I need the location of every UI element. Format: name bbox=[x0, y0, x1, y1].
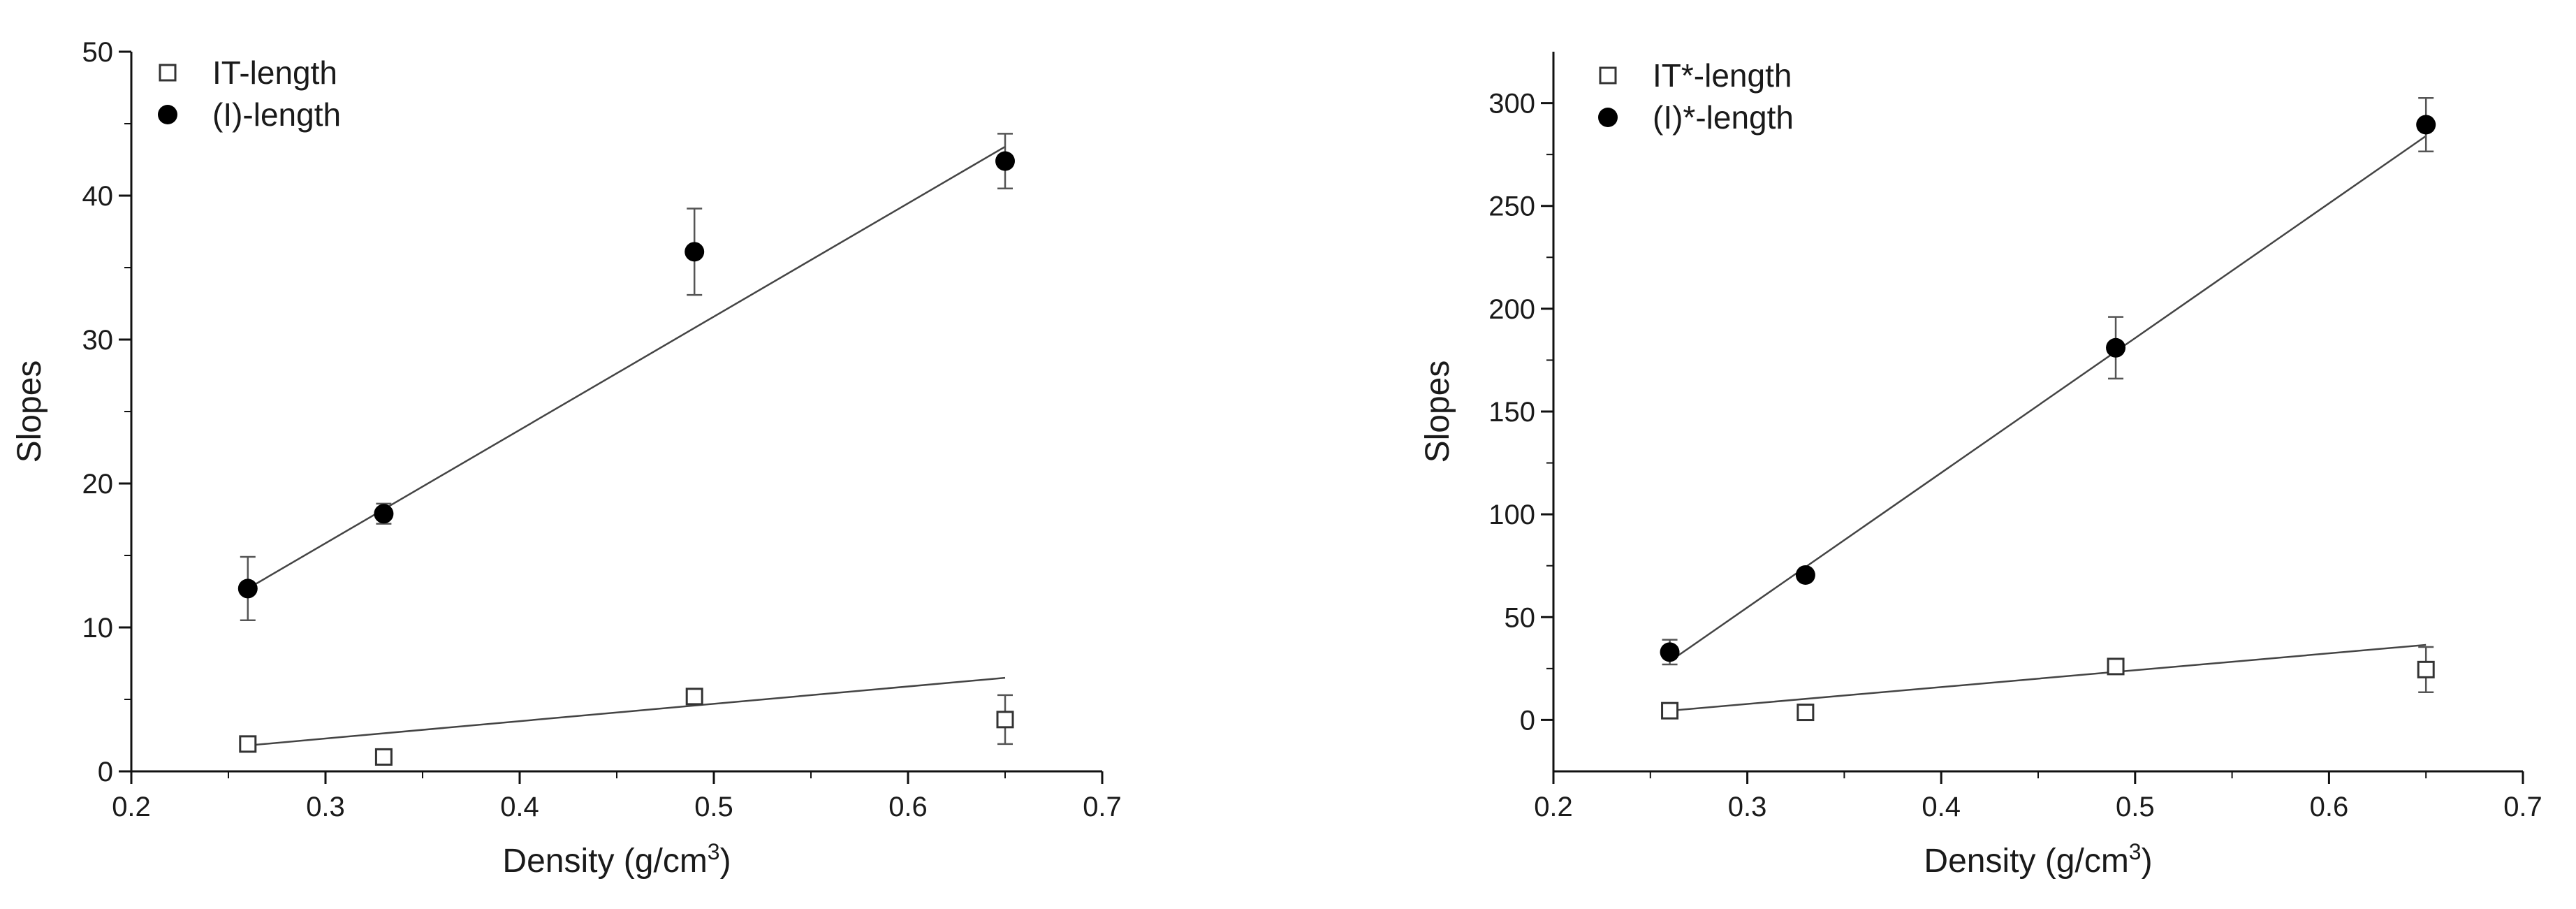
y-tick-label: 10 bbox=[82, 613, 114, 643]
chart-panel-1: 0.2 0.3 0.4 0.5 0.6 0.7 0 10 20 30 40 50 Slopes Densi… bbox=[11, 37, 1122, 880]
data-point-circle bbox=[237, 579, 258, 599]
legend-label: (I)-length bbox=[212, 96, 341, 133]
y-tick-label: 100 bbox=[1488, 500, 1535, 530]
data-point-square bbox=[1796, 704, 1815, 722]
y-tick-label: 200 bbox=[1488, 294, 1535, 325]
series-squares bbox=[1661, 643, 2435, 722]
y-tick-label: 50 bbox=[1505, 602, 1536, 633]
x-tick-label: 0.3 bbox=[1728, 792, 1767, 822]
data-point-square bbox=[239, 735, 257, 753]
y-tick-label: 300 bbox=[1488, 89, 1535, 119]
y-tick-label: 0 bbox=[98, 757, 113, 787]
x-tick-label: 0.3 bbox=[306, 792, 345, 822]
series-squares bbox=[239, 676, 1014, 766]
x-tick-label: 0.2 bbox=[1534, 792, 1573, 822]
x-tick-label: 0.2 bbox=[112, 792, 151, 822]
legend-label: (I)*-length bbox=[1653, 99, 1794, 136]
fit-line bbox=[247, 676, 1006, 747]
data-point-square bbox=[2417, 660, 2435, 678]
data-point-square bbox=[374, 748, 393, 766]
y-axis-title: Slopes bbox=[11, 361, 48, 463]
legend-marker-square bbox=[1599, 66, 1617, 85]
data-point-square bbox=[996, 711, 1014, 729]
data-point-circle bbox=[1660, 642, 1680, 662]
data-point-square bbox=[2107, 657, 2125, 676]
x-tick-label: 0.4 bbox=[500, 792, 539, 822]
series-circles bbox=[237, 133, 1015, 621]
x-tick-label: 0.6 bbox=[2310, 792, 2349, 822]
legend-marker-circle bbox=[158, 105, 177, 124]
fit-line bbox=[247, 145, 1006, 590]
data-point-circle bbox=[2416, 115, 2436, 135]
x-axis-title: Density (g/cm3) bbox=[1924, 839, 2152, 880]
series-circles bbox=[1660, 96, 2436, 666]
chart-panel-2: 0.2 0.3 0.4 0.5 0.6 0.7 0 50 100 150 200 250 300 Slop… bbox=[1419, 52, 2542, 880]
data-point-circle bbox=[685, 242, 705, 262]
legend-marker-circle bbox=[1598, 108, 1618, 127]
fit-line bbox=[1669, 643, 2427, 712]
data-point-circle bbox=[2106, 337, 2126, 358]
y-tick-label: 0 bbox=[1520, 705, 1535, 736]
data-point-circle bbox=[1795, 565, 1815, 585]
data-point-square bbox=[685, 688, 703, 706]
x-tick-label: 0.7 bbox=[1083, 792, 1122, 822]
x-tick-label: 0.5 bbox=[2116, 792, 2155, 822]
fit-line bbox=[1669, 135, 2427, 662]
y-tick-label: 250 bbox=[1488, 191, 1535, 222]
x-tick-label: 0.6 bbox=[888, 792, 928, 822]
y-tick-label: 50 bbox=[82, 37, 114, 68]
legend-label: IT*-length bbox=[1653, 57, 1792, 94]
data-point-circle bbox=[995, 151, 1015, 171]
y-tick-label: 40 bbox=[82, 181, 114, 212]
y-tick-label: 150 bbox=[1488, 397, 1535, 428]
data-point-circle bbox=[374, 504, 394, 524]
y-tick-label: 20 bbox=[82, 469, 114, 500]
legend-marker-square bbox=[159, 64, 177, 82]
y-tick-label: 30 bbox=[82, 325, 114, 356]
legend-label: IT-length bbox=[212, 54, 337, 91]
x-tick-label: 0.7 bbox=[2503, 792, 2542, 822]
y-axis-title: Slopes bbox=[1419, 361, 1456, 463]
data-point-square bbox=[1661, 701, 1679, 720]
x-tick-label: 0.4 bbox=[1922, 792, 1961, 822]
x-axis-title: Density (g/cm3) bbox=[502, 839, 731, 880]
x-tick-label: 0.5 bbox=[694, 792, 733, 822]
